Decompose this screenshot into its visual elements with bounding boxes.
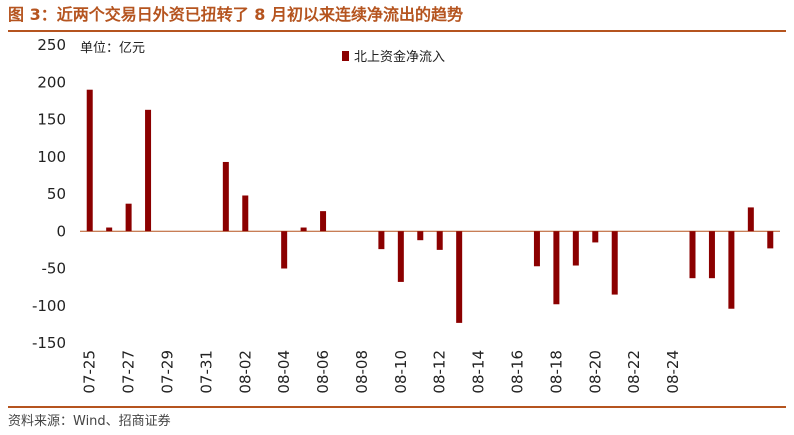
y-tick-label: 100 (37, 148, 66, 166)
bar-07-25 (86, 89, 93, 232)
source-rule (8, 406, 786, 408)
x-tick-label: 08-22 (625, 350, 643, 394)
bar-08-06 (320, 211, 327, 232)
x-tick-label: 08-24 (664, 350, 682, 394)
y-tick-label: -150 (32, 334, 66, 352)
bar-08-10 (397, 231, 404, 282)
x-tick-label: 08-20 (586, 350, 604, 394)
bars (86, 89, 774, 323)
x-tick-label: 07-27 (120, 350, 138, 394)
title-rule (8, 30, 786, 32)
bar-08-21 (611, 231, 618, 295)
bar-08-01 (222, 161, 229, 232)
bar-08-25 (689, 231, 696, 279)
x-tick-label: 08-04 (275, 350, 293, 394)
y-tick-label: -100 (32, 297, 66, 315)
y-tick-label: 250 (37, 36, 66, 54)
x-tick-label: 08-02 (236, 350, 254, 394)
x-tick-label: 08-10 (392, 350, 410, 394)
bar-08-29 (767, 231, 774, 249)
unit-label: 单位：亿元 (80, 41, 145, 56)
x-tick-label: 07-25 (81, 350, 99, 394)
bar-08-18 (553, 231, 560, 305)
bar-08-04 (281, 231, 288, 269)
bar-08-05 (300, 227, 307, 232)
bar-08-11 (417, 231, 424, 241)
y-tick-label: 50 (47, 185, 66, 203)
bar-08-09 (378, 231, 385, 250)
legend-swatch (342, 51, 349, 61)
bar-07-27 (125, 203, 132, 232)
bar-08-26 (708, 231, 715, 279)
bar-07-28 (145, 109, 152, 232)
x-tick-label: 08-16 (509, 350, 527, 394)
bar-08-17 (533, 231, 540, 267)
bar-08-12 (436, 231, 443, 250)
bar-08-20 (592, 231, 599, 243)
x-axis-ticks: 07-25 07-27 07-29 07-31 08-02 08-04 08-06 08-08… (81, 350, 682, 394)
y-tick-label: 150 (37, 111, 66, 129)
x-tick-label: 08-14 (470, 350, 488, 394)
bar-08-02 (242, 195, 249, 232)
legend: 北上资金净流入 (342, 49, 445, 65)
x-tick-label: 08-18 (547, 350, 565, 394)
bar-08-19 (572, 231, 579, 266)
figure-title: 图 3：近两个交易日外资已扭转了 8 月初以来连续净流出的趋势 (8, 5, 463, 24)
bar-08-13 (456, 231, 463, 323)
source-note: 资料来源：Wind、招商证券 (8, 414, 171, 429)
x-tick-label: 08-08 (353, 350, 371, 394)
bar-07-26 (106, 227, 113, 232)
y-tick-label: 200 (37, 73, 66, 91)
legend-label: 北上资金净流入 (354, 49, 445, 65)
x-tick-label: 07-31 (197, 350, 215, 394)
y-tick-label: 0 (56, 222, 66, 240)
y-axis-ticks: 250 200 150 100 50 0 -50 -100 -150 (32, 36, 66, 352)
x-tick-label: 08-12 (431, 350, 449, 394)
bar-08-27 (728, 231, 735, 309)
x-tick-label: 07-29 (159, 350, 177, 394)
y-tick-label: -50 (42, 260, 67, 278)
bar-08-28 (747, 207, 754, 232)
x-tick-label: 08-06 (314, 350, 332, 394)
